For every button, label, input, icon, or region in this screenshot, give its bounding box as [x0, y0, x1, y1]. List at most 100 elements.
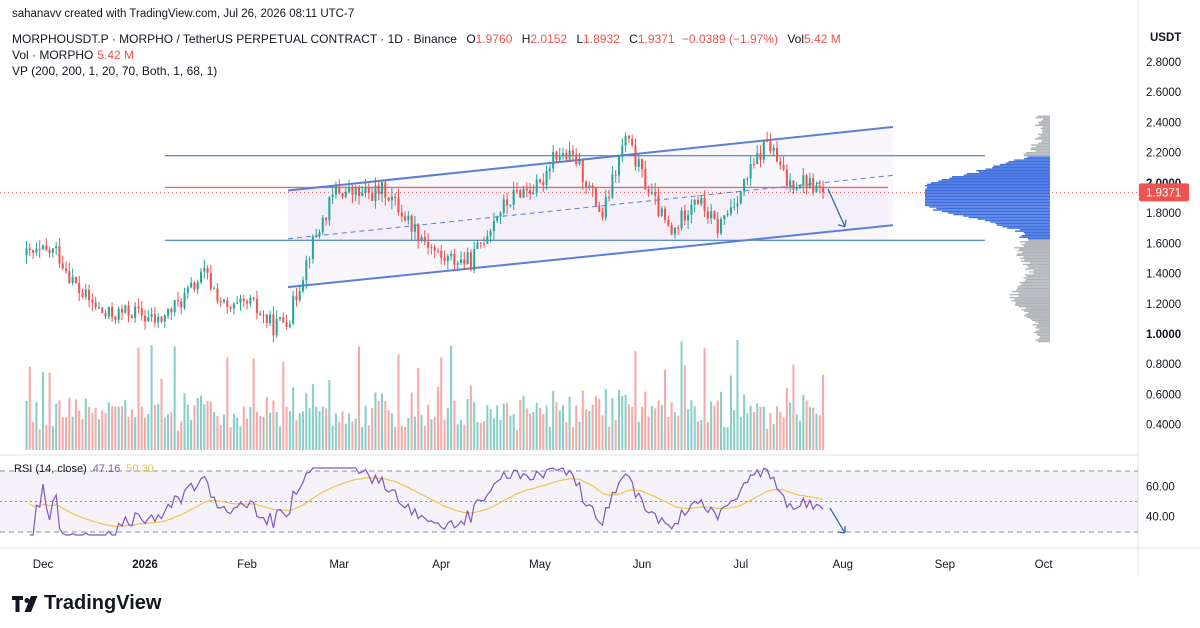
- volume-bar: [535, 402, 538, 450]
- volume-bar: [759, 406, 762, 450]
- volume-profile-bar: [925, 194, 1050, 196]
- candle-body: [756, 153, 759, 165]
- candle-body: [427, 241, 430, 248]
- volume-profile-bar: [1020, 257, 1050, 260]
- volume-bar: [529, 413, 532, 450]
- volume-profile-bar: [949, 177, 1050, 179]
- volume-bar: [766, 429, 769, 450]
- volume-profile-bar: [1025, 307, 1050, 309]
- volume-bar: [433, 416, 436, 450]
- volume-bar: [190, 420, 193, 450]
- symbol-line[interactable]: MORPHOUSDT.P · MORPHO / TetherUS PERPETU…: [12, 32, 457, 46]
- last-price-badge: 1.9371: [1139, 183, 1189, 202]
- candle-body: [255, 298, 258, 314]
- volume-bar: [371, 408, 374, 450]
- volume-bar: [752, 411, 755, 450]
- volume-bar: [203, 404, 206, 450]
- candle-body: [58, 246, 61, 264]
- volume-profile-legend[interactable]: VP (200, 200, 1, 20, 70, Both, 1, 68, 1): [12, 64, 218, 78]
- volume-profile-bar: [1033, 272, 1050, 275]
- volume-bar: [499, 419, 502, 450]
- candle-body: [723, 215, 726, 220]
- volume-bar: [404, 426, 407, 450]
- volume-profile-bar: [1024, 157, 1050, 160]
- volume-profile-bar: [952, 176, 1050, 178]
- price-tick-label: 0.4000: [1146, 420, 1181, 432]
- candle-body: [621, 145, 624, 157]
- volume-bar: [130, 409, 133, 450]
- volume-profile-bar: [1007, 227, 1050, 229]
- volume-profile-bar: [925, 189, 1050, 192]
- volume-bar: [805, 400, 808, 450]
- candle-body: [515, 190, 518, 192]
- volume-profile-bar: [1015, 301, 1050, 303]
- volume-bar: [74, 399, 77, 450]
- volume-profile-bar: [1018, 306, 1050, 308]
- volume-bar: [213, 412, 216, 450]
- volume-profile-bar: [1040, 336, 1050, 338]
- candle-body: [611, 174, 614, 198]
- candle-body: [153, 313, 156, 323]
- volume-bar: [242, 406, 245, 450]
- volume-profile-bar: [1017, 253, 1050, 255]
- volume-bar: [670, 402, 673, 450]
- volume-bar: [611, 398, 614, 450]
- time-tick-label: Jul: [733, 559, 748, 571]
- candle-body: [525, 188, 528, 191]
- volume-bar: [581, 390, 584, 450]
- volume-profile-bar: [1028, 239, 1050, 241]
- volume-bar: [25, 400, 28, 450]
- candle-body: [390, 196, 393, 201]
- candle-body: [203, 267, 206, 272]
- volume-bar: [311, 384, 314, 450]
- tradingview-logo-icon: [12, 595, 38, 612]
- last-price-badge-text: 1.9371: [1146, 187, 1181, 199]
- candle-body: [476, 242, 479, 249]
- candle-body: [124, 305, 127, 313]
- candle-body: [660, 208, 663, 216]
- volume-profile-bar: [1025, 242, 1050, 244]
- volume-bar: [140, 406, 143, 450]
- volume-profile-bar: [1042, 126, 1050, 128]
- volume-indicator-value: 5.42 M: [97, 48, 135, 62]
- candle-body: [641, 159, 644, 170]
- volume-indicator-legend[interactable]: Vol · MORPHO 5.42 M: [12, 48, 134, 62]
- candle-body: [749, 163, 752, 179]
- candle-body: [512, 190, 515, 205]
- candle-body: [585, 181, 588, 187]
- volume-bar: [134, 417, 137, 450]
- candle-body: [818, 185, 821, 188]
- volume-bar: [127, 416, 130, 450]
- volume-profile-bar: [1022, 263, 1050, 266]
- candle-body: [308, 258, 311, 261]
- candle-body: [176, 300, 179, 302]
- candle-body: [552, 151, 555, 169]
- candle-body: [591, 185, 594, 189]
- volume-bar: [450, 345, 453, 450]
- vol-value: 5.42 M: [804, 32, 841, 46]
- volume-bar: [180, 421, 183, 450]
- rsi-legend[interactable]: RSI (14, close) 47.16 50.30: [14, 463, 154, 475]
- volume-profile-bar: [930, 182, 1050, 184]
- candle-body: [193, 282, 196, 290]
- candle-body: [68, 271, 71, 283]
- volume-bar: [775, 406, 779, 450]
- candle-body: [805, 175, 808, 189]
- candle-body: [436, 250, 439, 252]
- volume-bar: [193, 405, 196, 450]
- volume-profile-bar: [1030, 148, 1050, 151]
- currency-label[interactable]: USDT: [1150, 32, 1182, 44]
- candle-body: [111, 307, 114, 317]
- volume-bar: [423, 425, 426, 450]
- volume-bar: [147, 413, 150, 450]
- tradingview-logo[interactable]: TradingView: [12, 592, 161, 615]
- volume-profile-bar: [1040, 135, 1050, 137]
- candle-body: [357, 187, 360, 196]
- volume-profile-bar: [993, 165, 1050, 167]
- candle-body: [55, 246, 58, 249]
- candle-body: [522, 188, 525, 198]
- volume-bar: [785, 388, 788, 450]
- candle-body: [637, 159, 640, 167]
- candle-body: [785, 169, 788, 186]
